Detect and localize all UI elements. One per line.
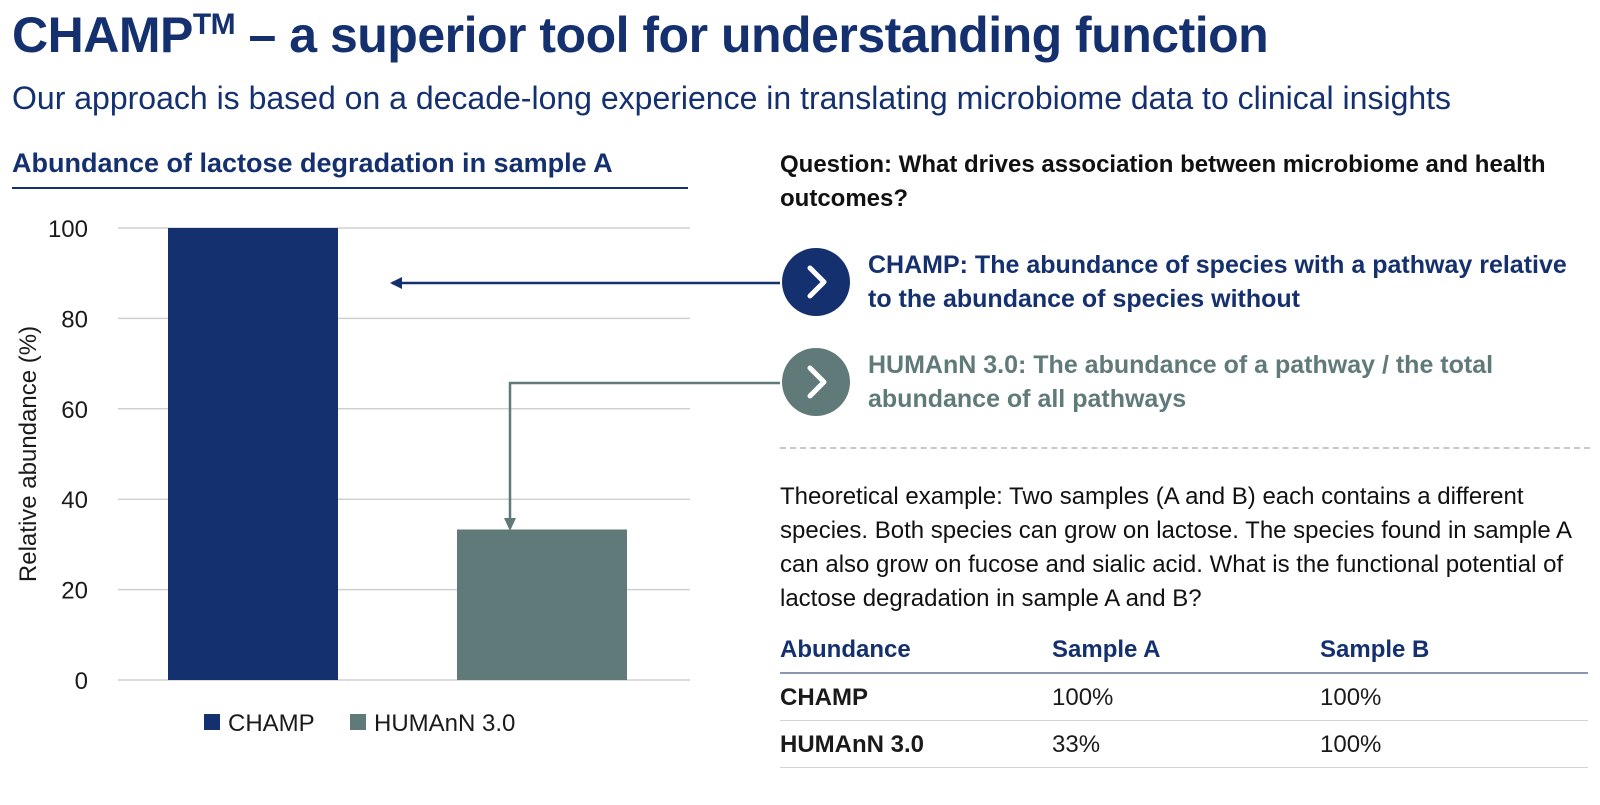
y-axis-label: Relative abundance (%) [15,326,42,582]
humann-definition: HUMAnN 3.0: The abundance of a pathway /… [868,351,1494,413]
y-tick-label: 40 [61,487,88,514]
table-header-row: Abundance Sample A Sample B [780,632,1588,674]
y-tick-label: 80 [61,306,88,333]
question-text: Question: What drives association betwee… [780,151,1546,212]
abundance-table: Abundance Sample A Sample B CHAMP 100% 1… [780,632,1588,768]
chart-title: Abundance of lactose degradation in samp… [12,148,688,189]
chart-bars [168,228,627,680]
table-cell: 100% [1320,673,1588,721]
bar-champ [168,228,338,680]
table-header: Sample B [1320,632,1588,674]
y-tick-label: 100 [48,216,88,243]
chart-legend: CHAMP HUMAnN 3.0 [204,710,515,737]
chevron-right-icon [782,248,850,316]
y-tick-label: 20 [61,578,88,605]
y-axis-ticks: 0 20 40 60 80 100 [48,216,88,695]
legend-swatch [204,714,220,730]
bar-humann-3-0 [457,529,627,680]
table-row: CHAMP 100% 100% [780,673,1588,721]
table-cell: 100% [1052,673,1320,721]
y-tick-label: 60 [61,397,88,424]
table-cell: HUMAnN 3.0 [780,720,1052,768]
dashed-divider [780,447,1590,449]
table-cell: CHAMP [780,673,1052,721]
table-header: Sample A [1052,632,1320,674]
table-header: Abundance [780,632,1052,674]
example-text: Theoretical example: Two samples (A and … [780,483,1571,612]
table-row: HUMAnN 3.0 33% 100% [780,720,1588,768]
chevron-right-icon [782,348,850,416]
page-subtitle: Our approach is based on a decade-long e… [12,80,1452,116]
table-cell: 33% [1052,720,1320,768]
page-title: CHAMPTM – a superior tool for understand… [12,7,1269,63]
table-cell: 100% [1320,720,1588,768]
legend-label: CHAMP [228,710,315,737]
legend-swatch [350,714,366,730]
legend-label: HUMAnN 3.0 [374,710,515,737]
y-tick-label: 0 [75,668,88,695]
champ-definition: CHAMP: The abundance of species with a p… [868,251,1567,313]
bar-chart: 0 20 40 60 80 100 Relative abundance (%) CHAM… [15,216,690,737]
